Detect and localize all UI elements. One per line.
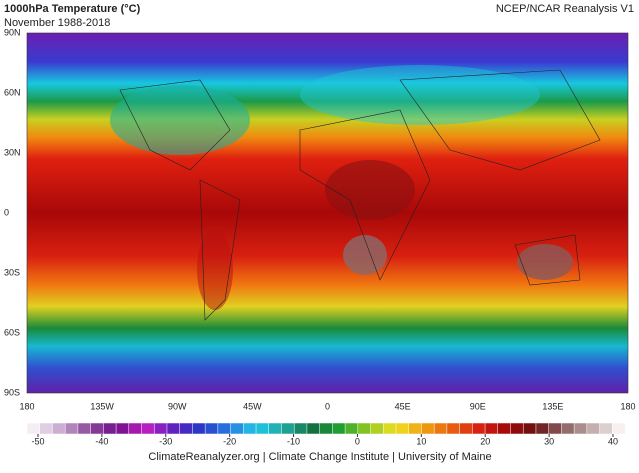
colorbar-tick-label: 20 (480, 436, 490, 446)
colorbar-tick-label: -40 (95, 436, 108, 446)
lon-label: 0 (325, 401, 330, 411)
lat-label: 90N (4, 27, 21, 37)
colorbar-swatch (459, 422, 473, 435)
colorbar-swatch (446, 422, 461, 435)
colorbar-swatch (204, 422, 219, 435)
colorbar-swatch (484, 422, 499, 435)
colorbar-swatch (153, 422, 168, 435)
colorbar-tick-label: 30 (544, 436, 554, 446)
colorbar-swatch (217, 422, 232, 435)
colorbar-swatch (510, 422, 524, 435)
colorbar-swatch (243, 422, 257, 435)
subtitle: November 1988-2018 (4, 17, 110, 29)
colorbar-swatch (332, 422, 346, 435)
colorbar-swatch (586, 422, 601, 435)
colorbar-tick-label: 40 (608, 436, 618, 446)
colorbar-swatch (141, 422, 155, 435)
colorbar-swatch (39, 422, 53, 435)
source: NCEP/NCAR Reanalysis V1 (496, 3, 634, 15)
lat-label: 30N (4, 147, 21, 157)
colorbar-tick-label: -10 (287, 436, 300, 446)
lon-label: 90W (168, 401, 187, 411)
map (26, 32, 629, 394)
colorbar-tick-label: 10 (416, 436, 426, 446)
colorbar-swatch (192, 422, 206, 435)
lon-label: 90E (470, 401, 486, 411)
lat-label: 0 (4, 207, 9, 217)
lon-label: 45W (243, 401, 262, 411)
colorbar-tick-label: -50 (31, 436, 44, 446)
colorbar-swatch (77, 422, 92, 435)
colorbar-swatch (472, 422, 486, 435)
colorbar-swatch (561, 422, 575, 435)
colorbar-swatch (357, 422, 372, 435)
colorbar-swatch (383, 422, 397, 435)
colorbar-tick-label: -30 (159, 436, 172, 446)
colorbar-swatch (522, 422, 537, 435)
lon-label: 135E (542, 401, 563, 411)
colorbar-swatch (268, 422, 283, 435)
colorbar-tick-label: 0 (355, 436, 360, 446)
colorbar-swatch (179, 422, 193, 435)
colorbar-swatch (115, 422, 130, 435)
lat-label: 60N (4, 87, 21, 97)
colorbar-swatch (255, 422, 270, 435)
colorbar-swatch (281, 422, 295, 435)
colorbar-swatch (128, 422, 143, 435)
colorbar-swatch (573, 422, 588, 435)
colorbar-swatch (103, 422, 117, 435)
title: 1000hPa Temperature (°C) (4, 3, 141, 15)
lon-label: 135W (90, 401, 114, 411)
colorbar-swatch (599, 422, 613, 435)
colorbar-swatch (395, 422, 410, 435)
colorbar-swatch (408, 422, 422, 435)
colorbar-swatch (548, 422, 562, 435)
colorbar-swatch (344, 422, 359, 435)
colorbar-swatch (497, 422, 512, 435)
colorbar-swatch (319, 422, 333, 435)
colorbar-swatch (612, 422, 626, 435)
colorbar-swatch (166, 422, 181, 435)
lon-label: 45E (395, 401, 411, 411)
lon-label: 180 (620, 401, 635, 411)
lat-label: 90S (4, 387, 20, 397)
colorbar-swatch (293, 422, 308, 435)
colorbar-swatch (306, 422, 321, 435)
colorbar-swatch (64, 422, 79, 435)
colorbar-swatch (535, 422, 550, 435)
colorbar-swatch (230, 422, 244, 435)
colorbar-swatch (90, 422, 104, 435)
lon-label: 180 (19, 401, 34, 411)
colorbar-swatch (26, 422, 41, 435)
lat-label: 30S (4, 267, 20, 277)
colorbar-swatch (433, 422, 448, 435)
colorbar-swatch (52, 422, 66, 435)
colorbar-tick-label: -20 (223, 436, 236, 446)
lat-label: 60S (4, 327, 20, 337)
colorbar-swatch (370, 422, 384, 435)
footer: ClimateReanalyzer.org | Climate Change I… (148, 451, 491, 463)
colorbar-swatch (421, 422, 435, 435)
